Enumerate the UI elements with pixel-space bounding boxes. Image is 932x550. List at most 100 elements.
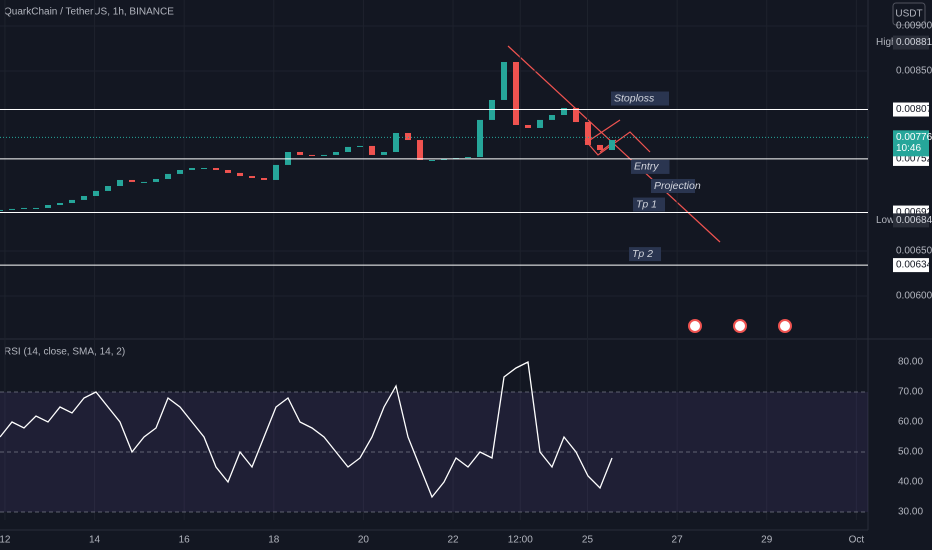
x-tick-label: 12 [0,535,11,546]
candle [165,173,171,179]
candle [117,179,123,187]
annotation: Stoploss [614,92,655,104]
candle [333,151,339,155]
x-tick-label: 16 [179,535,191,546]
annotation: Tp 1 [636,198,657,210]
candle [213,168,219,170]
candle [129,179,135,182]
event-icon[interactable] [778,319,792,333]
candle [225,169,231,173]
low-label: Low [876,215,895,226]
candle [609,140,615,151]
candle [441,159,447,161]
level-label: 0.006343 [896,260,932,271]
last-price: 0.007763 [896,132,932,143]
low-value: 0.00684 [896,215,932,226]
annotation: Tp 2 [632,248,653,260]
currency-button[interactable] [892,2,926,26]
level-label-box [893,258,929,273]
candle [357,145,363,147]
candle [21,207,27,209]
rsi-tick-label: 70.00 [898,387,923,398]
high-value: 0.008816 [896,37,932,48]
annotation: Projection [654,180,701,192]
candle [237,172,243,177]
currency-label[interactable]: USDT [895,9,922,20]
level-label: 0.006927 [896,207,932,218]
candle [261,177,267,180]
x-tick-label: Oct [849,535,865,546]
high-box [893,35,929,50]
level-label: 0.007523 [896,154,932,165]
candle [201,168,207,170]
event-icon[interactable] [688,319,702,333]
candle [597,144,603,151]
candle [417,140,423,161]
candle [69,199,75,204]
x-tick-label: 14 [89,535,101,546]
candle [189,168,195,170]
candle [45,204,51,208]
candle [297,151,303,155]
x-tick-label: 29 [761,535,773,546]
x-tick-label: 18 [268,535,280,546]
annotation: Entry [634,161,659,173]
candle [381,151,387,155]
candle [561,107,567,116]
level-label-box [893,102,929,117]
candle [573,107,579,123]
candle [249,176,255,178]
low-box [893,213,929,228]
candle [537,119,543,128]
rsi-title: RSI (14, close, SMA, 14, 2) [4,347,125,358]
candle [93,190,99,196]
candle [57,203,63,205]
x-tick-label: 12:00 [508,535,533,546]
annotation-box [611,91,669,106]
channel-line [589,119,621,141]
candle [321,154,327,156]
candle [513,62,519,125]
candle [81,195,87,200]
rsi-tick-label: 30.00 [898,507,923,518]
candle [393,133,399,152]
countdown: 10:46 [896,143,921,154]
annotation-box [631,159,670,174]
candle [153,178,159,182]
last-price-box [893,130,929,157]
candle [369,145,375,155]
level-label: 0.008072 [896,104,932,115]
rsi-tick-label: 80.00 [898,357,923,368]
event-icons [688,319,792,333]
candle [273,164,279,180]
rsi-line [0,361,613,499]
high-label: High [876,37,897,48]
x-tick-label: 20 [358,535,370,546]
candle [525,124,531,128]
candle [501,62,507,100]
candle [585,122,591,145]
candle [33,207,39,209]
annotation-box [633,197,665,212]
candle [477,119,483,158]
x-tick-label: 22 [447,535,459,546]
candle [465,157,471,159]
candle [141,181,147,183]
event-icon[interactable] [733,319,747,333]
candle [345,146,351,152]
rsi-tick-label: 40.00 [898,477,923,488]
annotation-box [629,247,661,262]
candle [549,115,555,120]
candle [105,186,111,191]
y-tick-label: 0.006000 [896,291,932,302]
candle [309,154,315,156]
annotation-box [651,179,695,193]
chart-title: QuarkChain / TetherUS, 1h, BINANCE [4,7,174,18]
rsi-tick-label: 50.00 [898,447,923,458]
candle [429,160,435,162]
